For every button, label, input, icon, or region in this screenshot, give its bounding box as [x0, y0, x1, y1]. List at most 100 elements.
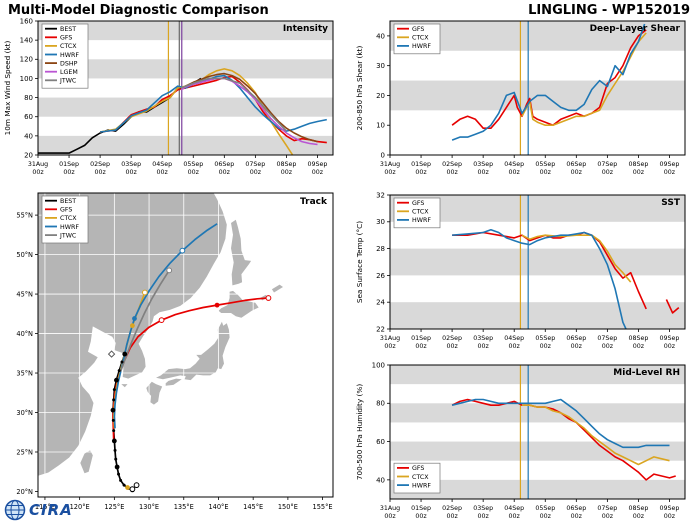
shaded-band	[390, 248, 685, 276]
x-tick-label: 01Sep	[411, 335, 431, 342]
page-title: Multi-Model Diagnostic Comparison	[8, 3, 269, 18]
track-marker-filled	[110, 407, 116, 413]
x-tick-sublabel: 00z	[571, 513, 583, 520]
x-tick-label: 05Sep	[535, 161, 555, 168]
y-axis-label: 700-500 hPa Humidity (%)	[355, 384, 364, 480]
diamond-marker	[107, 350, 116, 358]
track-marker-filled	[114, 464, 120, 470]
x-tick-sublabel: 00z	[94, 169, 106, 176]
x-tick-sublabel: 00z	[250, 169, 262, 176]
x-tick-sublabel: 00z	[602, 513, 614, 520]
landmass	[38, 193, 227, 476]
shaded-band	[38, 59, 333, 79]
x-tick-sublabel: 00z	[188, 169, 200, 176]
lat-tick-label: 25°N	[16, 448, 33, 456]
x-tick-sublabel: 00z	[32, 169, 44, 176]
legend-label-JTWC: JTWC	[59, 232, 77, 239]
x-tick-label: 08Sep	[276, 161, 296, 168]
legend-label-HWRF: HWRF	[60, 52, 79, 59]
x-tick-label: 06Sep	[566, 335, 586, 342]
x-tick-label: 31Aug	[28, 161, 48, 168]
y-tick-label: 32	[376, 191, 385, 199]
legend-label-GFS: GFS	[60, 207, 72, 214]
shaded-band	[390, 479, 685, 499]
x-tick-label: 02Sep	[442, 335, 462, 342]
x-tick-sublabel: 00z	[219, 169, 231, 176]
x-tick-sublabel: 00z	[540, 513, 552, 520]
track-marker-filled	[132, 316, 137, 321]
plot-frame	[389, 20, 686, 156]
track-marker-filled	[111, 438, 117, 444]
y-tick-label: 30	[376, 62, 385, 70]
lon-tick-label: 155°E	[313, 503, 333, 511]
x-tick-label: 06Sep	[214, 161, 234, 168]
legend-label-HWRF: HWRF	[412, 217, 431, 224]
lon-tick-label: 130°E	[139, 503, 159, 511]
x-tick-label: 08Sep	[628, 505, 648, 512]
x-tick-label: 07Sep	[245, 161, 265, 168]
x-tick-sublabel: 00z	[602, 343, 614, 350]
plot-frame	[389, 364, 686, 500]
y-tick-label: 80	[24, 94, 33, 102]
x-tick-label: 09Sep	[308, 161, 328, 168]
x-tick-label: 07Sep	[597, 335, 617, 342]
x-tick-sublabel: 00z	[540, 169, 552, 176]
x-tick-sublabel: 00z	[571, 343, 583, 350]
x-tick-sublabel: 00z	[415, 513, 427, 520]
series-HWRF	[100, 74, 327, 133]
track-marker-open	[141, 289, 148, 296]
lat-tick-label: 40°N	[16, 330, 33, 338]
lon-tick-label: 150°E	[278, 503, 298, 511]
legend-label-CTCX: CTCX	[412, 209, 429, 216]
panel-title: Track	[300, 197, 328, 207]
x-tick-sublabel: 00z	[415, 169, 427, 176]
x-tick-sublabel: 00z	[63, 169, 75, 176]
x-tick-label: 04Sep	[152, 161, 172, 168]
legend-box	[41, 23, 89, 89]
x-tick-label: 31Aug	[380, 335, 400, 342]
legend-label-GFS: GFS	[412, 26, 424, 33]
series-HWRF	[452, 229, 627, 329]
x-tick-sublabel: 00z	[664, 169, 676, 176]
y-tick-label: 40	[376, 32, 385, 40]
x-tick-label: 09Sep	[660, 335, 680, 342]
y-tick-label: 22	[376, 325, 385, 333]
x-tick-sublabel: 00z	[633, 343, 645, 350]
legend-label-HWRF: HWRF	[60, 224, 79, 231]
lon-tick-label: 125°E	[104, 503, 124, 511]
x-tick-sublabel: 00z	[446, 513, 458, 520]
series-HWRF	[451, 23, 646, 141]
x-tick-sublabel: 00z	[602, 169, 614, 176]
x-tick-sublabel: 00z	[446, 343, 458, 350]
y-axis-label: 200-850 hPa Shear (kt)	[355, 46, 364, 131]
x-tick-label: 04Sep	[504, 335, 524, 342]
x-tick-sublabel: 00z	[384, 343, 396, 350]
landmass	[80, 450, 93, 474]
shaded-band	[390, 365, 685, 385]
legend-label-GFS: GFS	[412, 465, 424, 472]
track-marker-open	[158, 317, 165, 324]
x-tick-label: 08Sep	[628, 335, 648, 342]
track-marker-open	[129, 486, 136, 493]
shaded-band	[390, 403, 685, 423]
x-tick-label: 02Sep	[442, 505, 462, 512]
x-tick-label: 04Sep	[504, 161, 524, 168]
y-axis-label: Sea Surface Temp (°C)	[355, 221, 364, 303]
x-tick-label: 02Sep	[442, 161, 462, 168]
x-tick-sublabel: 00z	[477, 513, 489, 520]
panel-title: Mid-Level RH	[613, 368, 680, 378]
landmass	[121, 384, 128, 388]
x-tick-sublabel: 00z	[384, 513, 396, 520]
shaded-band	[38, 21, 333, 41]
legend-label-DSHP: DSHP	[60, 60, 78, 67]
plot-frame	[389, 194, 686, 330]
y-tick-label: 120	[20, 56, 33, 64]
x-tick-label: 05Sep	[535, 335, 555, 342]
lat-tick-label: 20°N	[16, 488, 33, 496]
y-tick-label: 28	[376, 245, 385, 253]
y-tick-label: 100	[372, 361, 385, 369]
lon-tick-label: 145°E	[243, 503, 263, 511]
y-tick-label: 30	[376, 218, 385, 226]
x-tick-sublabel: 00z	[446, 169, 458, 176]
x-tick-label: 31Aug	[380, 161, 400, 168]
